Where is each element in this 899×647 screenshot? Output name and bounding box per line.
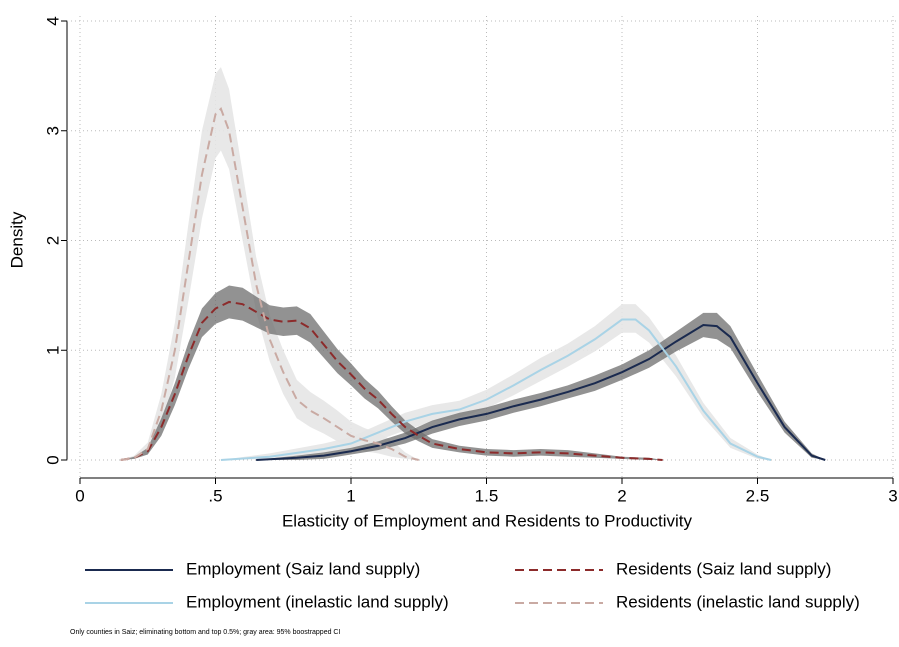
density-line	[256, 323, 826, 461]
density-line	[220, 318, 772, 461]
y-tick-label: 0	[43, 455, 62, 464]
x-tick-label: .5	[208, 486, 222, 505]
legend-label: Residents (inelastic land supply)	[616, 592, 860, 611]
y-tick-label: 3	[43, 126, 62, 135]
y-tick-label: 4	[43, 16, 62, 25]
density-line	[120, 106, 419, 461]
y-tick-label: 1	[43, 346, 62, 355]
x-tick-label: 3	[888, 486, 897, 505]
x-tick-label: 2.5	[746, 486, 770, 505]
x-axis-title: Elasticity of Employment and Residents t…	[282, 511, 693, 530]
note: Only counties in Saiz; eliminating botto…	[70, 629, 340, 636]
legend-label: Employment (inelastic land supply)	[186, 592, 449, 611]
x-tick-label: 1.5	[475, 486, 499, 505]
legend-label: Residents (Saiz land supply)	[616, 559, 831, 578]
y-axis-title: Density	[7, 211, 26, 268]
x-tick-label: 1	[346, 486, 355, 505]
x-tick-label: 2	[617, 486, 626, 505]
y-tick-label: 2	[43, 236, 62, 245]
density-line	[120, 300, 663, 461]
legend-label: Employment (Saiz land supply)	[186, 559, 420, 578]
x-tick-label: 0	[75, 486, 84, 505]
